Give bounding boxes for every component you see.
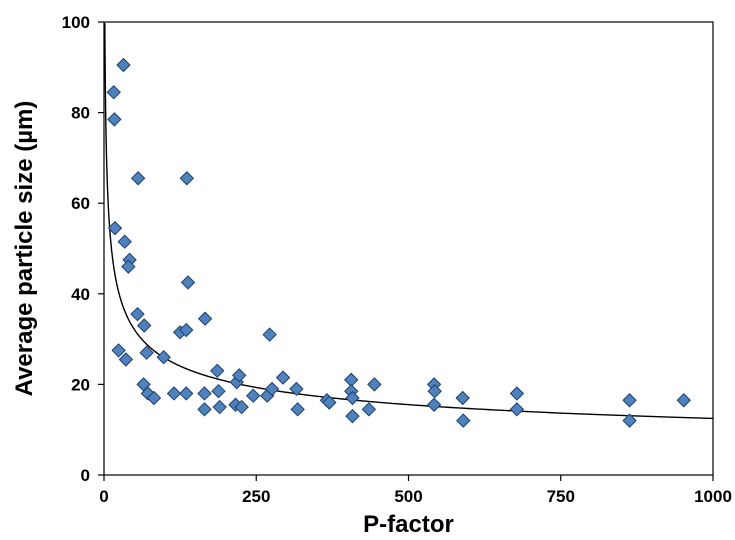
data-point [234,399,249,415]
data-point [166,386,182,401]
data-point [107,112,122,127]
y-tick-label: 80 [71,104,90,123]
data-point [622,393,637,408]
data-point [107,220,123,236]
y-axis-ticks: 0 20 40 60 80 100 [62,13,104,485]
y-axis-title: Average particle size (µm) [11,101,38,397]
data-point [509,402,525,417]
y-tick-label: 100 [62,13,90,32]
data-point [345,390,360,406]
data-point [116,57,131,73]
data-point [509,386,525,401]
data-point [367,377,382,392]
data-point [130,306,145,322]
data-point [130,171,146,186]
data-point [322,395,337,410]
data-point [179,322,194,338]
x-axis-title: P-factor [363,511,454,538]
data-point [180,275,196,290]
x-tick-label: 1000 [694,487,732,506]
data-point [361,402,377,417]
plot-area [103,21,714,476]
trendline-layer [104,23,714,420]
data-point [121,259,136,274]
data-point [197,311,213,326]
data-point [118,352,134,367]
data-point [139,345,154,360]
data-point [212,399,227,415]
data-point [427,383,442,399]
data-point [146,390,162,406]
data-point [622,413,637,428]
data-point [197,402,212,417]
x-tick-label: 750 [547,487,575,506]
data-point [290,402,305,417]
x-tick-label: 250 [242,487,270,506]
data-points [106,57,691,428]
data-point [289,381,304,397]
data-point [245,388,261,403]
data-point [345,408,360,424]
data-point [676,393,691,408]
x-tick-label: 500 [394,487,422,506]
data-point [179,171,195,186]
y-tick-label: 20 [71,375,90,394]
data-point [231,368,247,383]
data-point [111,343,126,358]
data-point [106,85,121,100]
data-point [426,397,442,412]
x-axis-ticks: 0 250 500 750 1000 [99,475,732,506]
plot-frame [103,21,714,476]
data-point [211,383,226,399]
data-point [275,370,291,385]
trendline [104,23,714,420]
data-point [455,390,470,406]
data-point [117,234,132,249]
data-point [156,350,171,365]
y-tick-label: 60 [71,194,90,213]
data-point [210,363,225,379]
data-point [456,413,471,428]
y-tick-label: 40 [71,285,90,304]
y-tick-label: 0 [81,466,90,485]
data-point [179,386,194,401]
data-point [197,386,212,401]
data-point [264,381,280,397]
data-point [136,318,152,333]
data-point [262,327,277,342]
x-tick-label: 0 [99,487,108,506]
